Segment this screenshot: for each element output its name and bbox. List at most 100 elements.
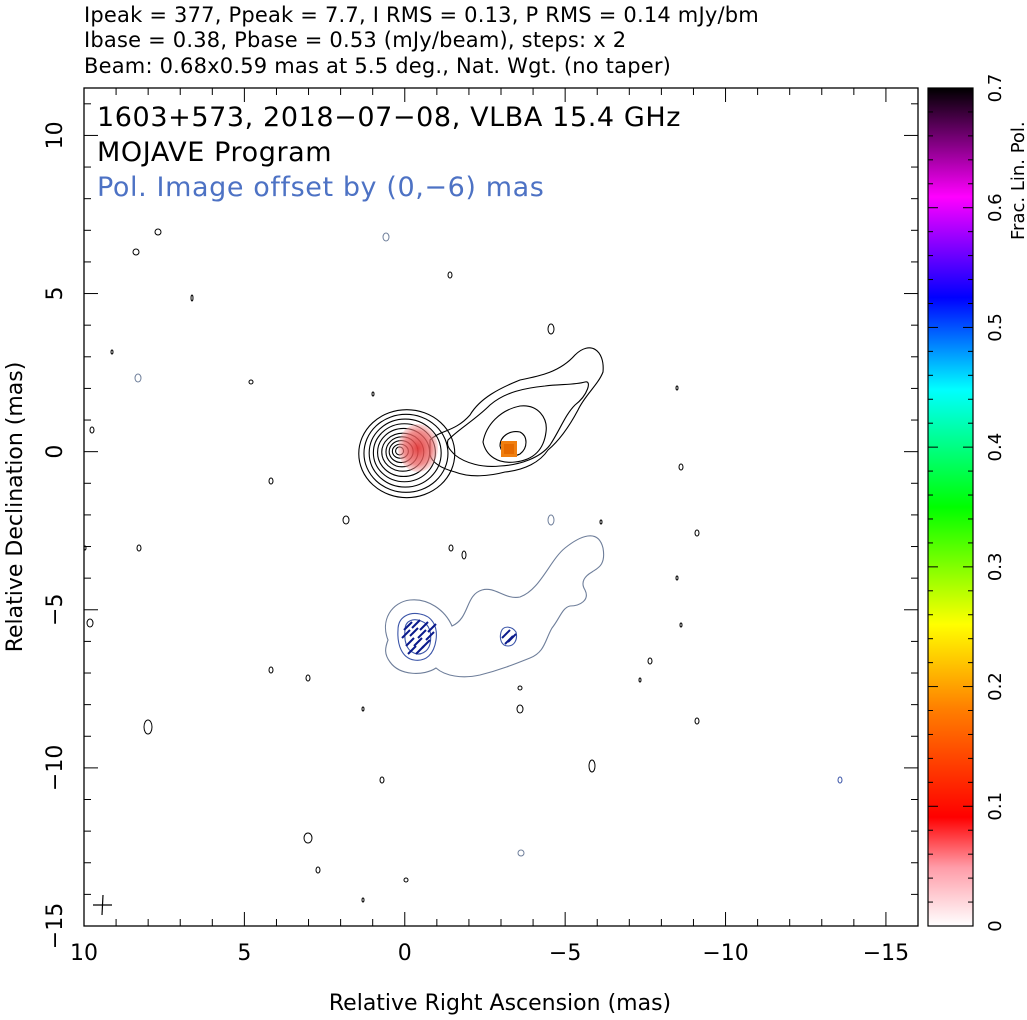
noise-contour — [268, 666, 274, 674]
y-tick-labels: 10 5 0 −5 −10 −15 — [43, 121, 68, 949]
header-levels-line: Ibase = 0.38, Pbase = 0.53 (mJy/beam), s… — [84, 28, 627, 52]
y-tick-label: 5 — [43, 287, 68, 301]
polarization-vector — [411, 619, 421, 629]
noise-contour — [248, 379, 254, 385]
noise-contour — [136, 544, 142, 552]
colorbar — [927, 87, 974, 927]
colorbar-tick-label: 0.6 — [985, 193, 1006, 222]
noise-contours — [83, 228, 843, 903]
jet-pol-patch-inner — [504, 444, 514, 454]
polarization-vector — [405, 637, 415, 647]
x-tick-label: −10 — [702, 941, 748, 966]
colorbar-tick-label: 0 — [985, 920, 1006, 931]
noise-contour — [110, 349, 114, 355]
x-tick-label: −5 — [549, 941, 581, 966]
colorbar-tick-label: 0.1 — [985, 792, 1006, 821]
noise-contour — [361, 897, 365, 903]
polarization-vector — [417, 629, 427, 639]
noise-contour — [154, 228, 162, 236]
noise-contour — [371, 391, 375, 397]
program-annotation: MOJAVE Program — [97, 137, 332, 168]
colorbar-tick-labels: 0 0.1 0.2 0.3 0.4 0.5 0.6 0.7 — [985, 74, 1006, 932]
noise-contour — [694, 717, 700, 725]
polarization-vector — [427, 623, 437, 633]
noise-contour — [547, 323, 555, 335]
pol-contour-outer — [384, 535, 605, 678]
colorbar-title: Frac. Lin. Pol. — [1008, 121, 1027, 240]
noise-contour — [342, 515, 350, 525]
noise-contour — [647, 657, 653, 665]
core-contour — [368, 418, 442, 488]
noise-contour — [694, 529, 700, 537]
x-tick-label: 0 — [398, 941, 412, 966]
noise-contour — [679, 622, 683, 628]
colorbar-ticks — [928, 87, 973, 927]
noise-contour — [517, 685, 523, 691]
y-tick-label: 10 — [43, 121, 68, 149]
noise-contour — [599, 519, 603, 525]
jet-contours — [429, 347, 604, 477]
pol-offset-annotation: Pol. Image offset by (0,−6) mas — [97, 172, 544, 203]
y-tick-label: 0 — [43, 445, 68, 459]
noise-contour — [134, 373, 142, 383]
beam-marker — [93, 894, 112, 916]
header-stats-line: Ipeak = 377, Ppeak = 7.7, I RMS = 0.13, … — [84, 3, 759, 27]
x-tick-label: 10 — [70, 941, 98, 966]
y-tick-label: −15 — [43, 903, 68, 949]
noise-contour — [547, 514, 555, 526]
jet-contour-inner — [482, 405, 547, 463]
noise-contour — [588, 759, 596, 773]
colorbar-tick-label: 0.3 — [985, 553, 1006, 582]
y-tick-label: −5 — [43, 594, 68, 626]
x-tick-label: −15 — [863, 941, 909, 966]
colorbar-tick-label: 0.2 — [985, 672, 1006, 701]
jet-contour-outer — [429, 347, 604, 477]
noise-contour — [89, 426, 95, 434]
noise-contour — [461, 550, 467, 560]
noise-contour — [837, 776, 843, 784]
noise-contour — [675, 385, 679, 391]
y-axis-title: Relative Declination (mas) — [3, 362, 28, 653]
noise-contour — [190, 294, 194, 302]
noise-contour — [678, 463, 684, 471]
jet-contour-mid — [446, 381, 589, 467]
polarization-vector — [501, 629, 511, 639]
noise-contour — [303, 832, 313, 844]
polarization-vector — [407, 645, 417, 655]
core-contour — [363, 413, 449, 493]
noise-contour — [448, 544, 454, 552]
noise-contour — [382, 232, 390, 242]
polarization-vector — [425, 631, 435, 641]
polarization-vector — [415, 645, 425, 655]
noise-contour — [638, 677, 642, 683]
noise-contour — [403, 877, 409, 883]
noise-contour — [361, 706, 365, 712]
polarization-vector — [504, 635, 514, 645]
polarization-vector — [401, 629, 411, 639]
noise-contour — [132, 248, 140, 256]
core-contours — [358, 409, 456, 499]
noise-contour — [315, 866, 321, 874]
noise-contour — [516, 704, 524, 714]
noise-contour — [86, 618, 94, 628]
noise-contour — [517, 849, 525, 857]
plot-frame — [83, 87, 919, 927]
polarization-vector — [419, 621, 429, 631]
noise-contour — [379, 776, 385, 784]
noise-contour — [83, 545, 87, 551]
core-pol-patch — [398, 424, 438, 472]
y-tick-label: −10 — [43, 745, 68, 791]
noise-contour — [447, 271, 453, 279]
header-beam-line: Beam: 0.68x0.59 mas at 5.5 deg., Nat. Wg… — [84, 54, 672, 78]
pol-core-contours — [397, 612, 518, 661]
colorbar-tick-label: 0.5 — [985, 313, 1006, 342]
x-axis-title: Relative Right Ascension (mas) — [329, 991, 671, 1016]
polarization-vector — [403, 621, 413, 631]
polarization-vector — [409, 627, 419, 637]
polarization-vectors — [401, 619, 517, 655]
colorbar-tick-label: 0.4 — [985, 433, 1006, 462]
colorbar-tick-label: 0.7 — [985, 74, 1006, 103]
noise-contour — [305, 674, 311, 682]
axis-ticks — [83, 88, 919, 927]
noise-contour — [675, 575, 679, 581]
